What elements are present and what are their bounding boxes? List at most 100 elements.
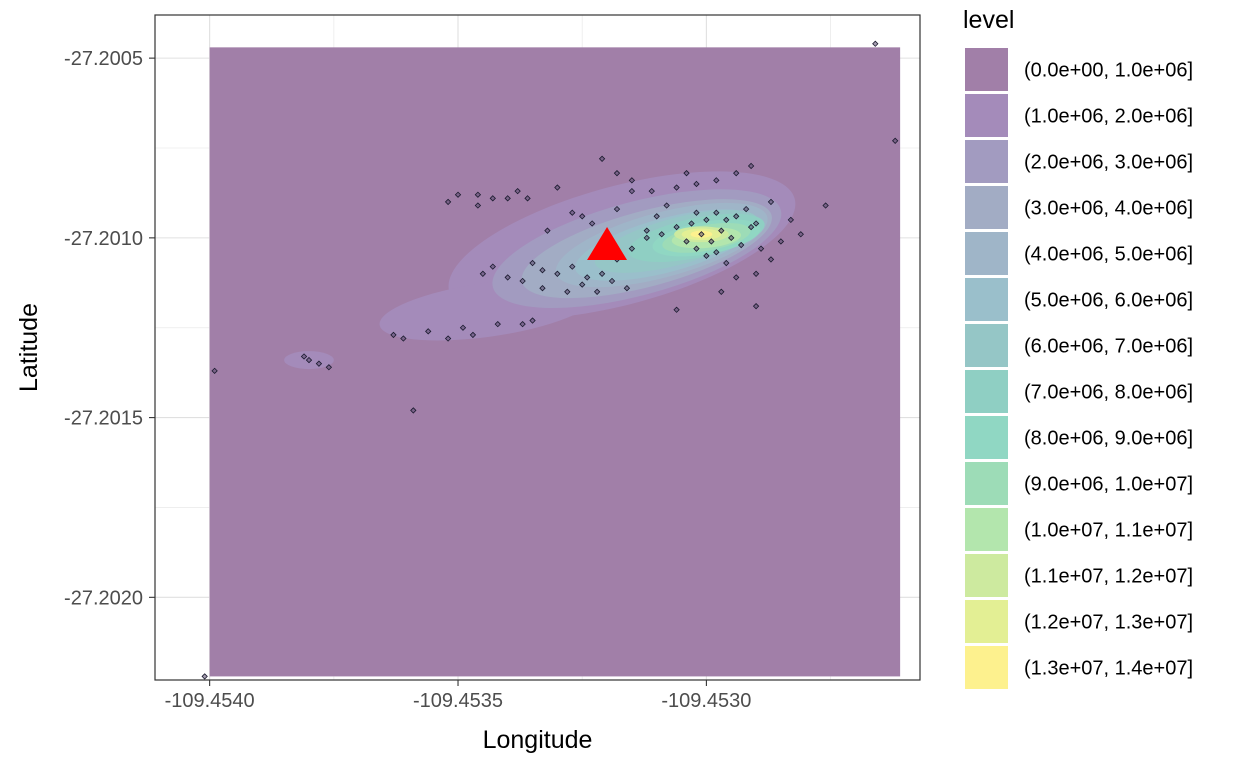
data-point bbox=[514, 187, 521, 195]
data-point bbox=[797, 231, 804, 238]
y-tick-label: -27.2020 bbox=[64, 587, 143, 609]
legend-label: (7.0e+06, 8.0e+06] bbox=[1024, 382, 1193, 404]
data-point bbox=[693, 209, 700, 216]
data-point bbox=[683, 169, 690, 177]
legend-key bbox=[965, 278, 1008, 321]
data-point bbox=[643, 227, 650, 234]
data-point bbox=[469, 331, 477, 339]
data-point bbox=[693, 180, 700, 188]
data-point bbox=[519, 277, 526, 285]
y-tick-label: -27.2005 bbox=[64, 48, 143, 70]
data-point bbox=[713, 177, 720, 184]
data-point bbox=[554, 270, 561, 277]
data-point bbox=[767, 256, 775, 263]
legend-key bbox=[965, 94, 1008, 137]
legend-label: (1.0e+06, 2.0e+06] bbox=[1024, 106, 1193, 128]
y-tick-label: -27.2015 bbox=[64, 408, 143, 430]
data-point bbox=[628, 245, 636, 252]
data-point bbox=[872, 40, 879, 47]
data-point bbox=[474, 191, 482, 198]
observation-points bbox=[201, 40, 899, 680]
data-point bbox=[718, 227, 725, 234]
data-point bbox=[673, 223, 680, 231]
panel-border bbox=[154, 14, 921, 681]
data-point bbox=[767, 198, 775, 206]
data-point bbox=[752, 270, 760, 277]
data-point bbox=[822, 202, 829, 209]
data-point bbox=[544, 227, 551, 234]
data-point bbox=[733, 169, 740, 177]
data-point bbox=[504, 195, 511, 202]
data-point bbox=[787, 216, 795, 224]
data-point bbox=[698, 231, 705, 238]
data-point bbox=[579, 281, 586, 288]
data-point bbox=[643, 234, 650, 242]
data-point bbox=[703, 252, 710, 260]
data-point bbox=[504, 274, 511, 281]
data-point bbox=[584, 274, 591, 281]
legend: level (0.0e+00, 1.0e+06] (1.0e+06, 2.0e+0… bbox=[963, 6, 1193, 689]
data-point bbox=[598, 270, 606, 277]
legend-key bbox=[965, 416, 1008, 459]
x-tick-label: -109.4530 bbox=[661, 690, 751, 712]
data-point bbox=[713, 209, 720, 216]
legend-key bbox=[965, 232, 1008, 275]
legend-label: (8.0e+06, 9.0e+06] bbox=[1024, 428, 1193, 450]
legend-label: (3.0e+06, 4.0e+06] bbox=[1024, 198, 1193, 220]
data-point bbox=[718, 288, 725, 295]
data-point bbox=[688, 220, 695, 227]
data-point bbox=[569, 263, 576, 270]
data-point bbox=[494, 320, 501, 328]
data-point bbox=[742, 205, 750, 213]
legend-key bbox=[965, 324, 1008, 367]
legend-key bbox=[965, 646, 1008, 689]
x-tick-label: -109.4540 bbox=[165, 690, 255, 712]
data-point bbox=[529, 317, 536, 324]
legend-label: (1.3e+07, 1.4e+07] bbox=[1024, 658, 1193, 680]
data-point bbox=[658, 231, 665, 238]
legend-label: (1.2e+07, 1.3e+07] bbox=[1024, 612, 1193, 634]
data-point bbox=[708, 238, 715, 245]
data-point bbox=[723, 216, 730, 224]
y-tick-label: -27.2010 bbox=[64, 228, 143, 250]
data-point bbox=[613, 205, 621, 213]
data-point bbox=[300, 353, 308, 360]
data-point bbox=[529, 259, 536, 267]
data-point bbox=[752, 220, 760, 227]
y-axis-title: Latitude bbox=[15, 303, 43, 392]
legend-label: (1.1e+07, 1.2e+07] bbox=[1024, 566, 1193, 588]
legend-label: (4.0e+06, 5.0e+06] bbox=[1024, 244, 1193, 266]
data-point bbox=[757, 245, 765, 252]
data-point bbox=[579, 213, 586, 220]
marker-triangle bbox=[587, 227, 628, 261]
data-point bbox=[444, 198, 452, 206]
data-point bbox=[201, 673, 208, 680]
x-tick-label: -109.4535 bbox=[413, 690, 503, 712]
data-point bbox=[723, 259, 730, 267]
data-point bbox=[539, 267, 546, 274]
x-axis-title: Longitude bbox=[483, 726, 593, 754]
data-point bbox=[747, 162, 755, 170]
axes: -109.4540 -109.4535 -109.4530 -27.2005 -27.2… bbox=[64, 48, 751, 712]
data-point bbox=[454, 191, 462, 198]
data-point bbox=[564, 288, 571, 295]
data-point bbox=[479, 270, 487, 277]
data-point bbox=[410, 407, 417, 414]
legend-key bbox=[965, 48, 1008, 91]
data-point bbox=[425, 328, 432, 335]
data-point bbox=[623, 285, 631, 292]
legend-title: level bbox=[963, 6, 1014, 34]
density-contours bbox=[209, 47, 901, 677]
data-point bbox=[554, 184, 561, 191]
data-point bbox=[653, 213, 660, 220]
data-point bbox=[569, 209, 576, 216]
data-point bbox=[747, 223, 755, 231]
data-point bbox=[713, 249, 720, 256]
data-point bbox=[738, 241, 745, 249]
legend-key bbox=[965, 462, 1008, 505]
data-point bbox=[891, 137, 899, 144]
data-point bbox=[305, 356, 313, 364]
data-point bbox=[648, 187, 655, 195]
legend-label: (5.0e+06, 6.0e+06] bbox=[1024, 290, 1193, 312]
legend-key bbox=[965, 140, 1008, 183]
